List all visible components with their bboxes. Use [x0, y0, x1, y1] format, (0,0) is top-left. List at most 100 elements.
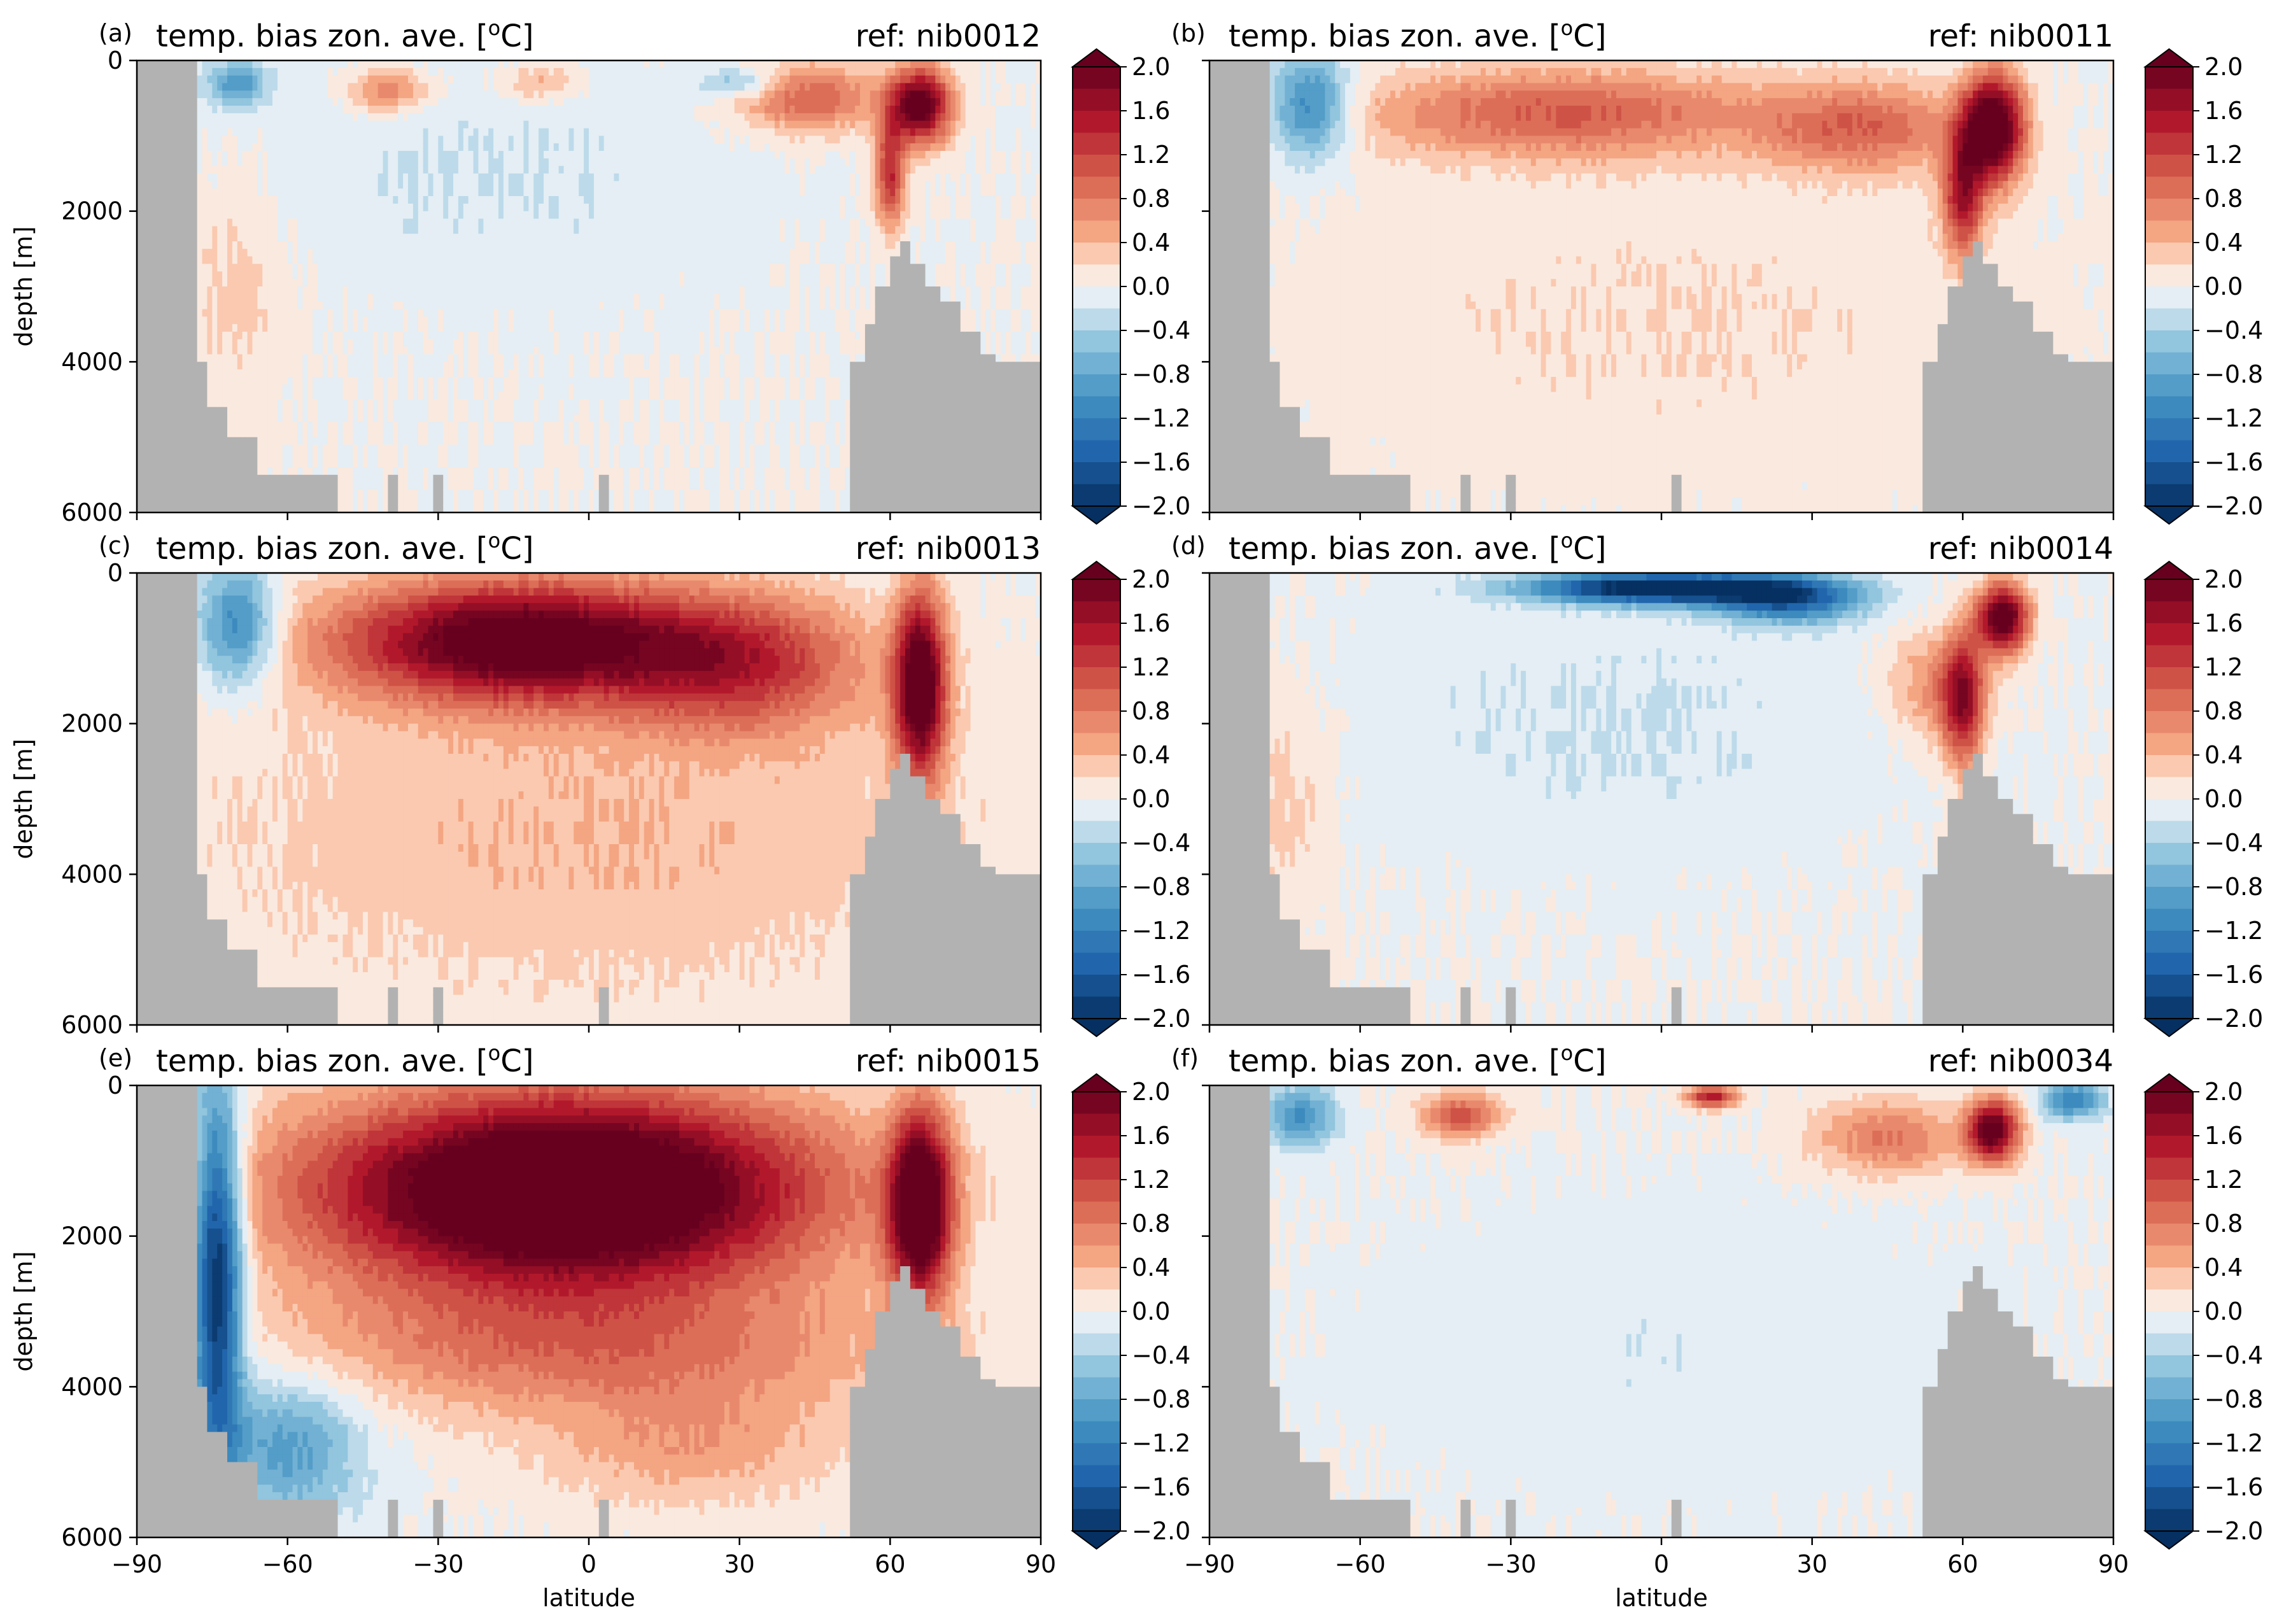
heatmap-cell	[172, 136, 177, 143]
heatmap-cell	[272, 196, 278, 204]
heatmap-cell	[172, 452, 177, 460]
heatmap-cell	[187, 392, 192, 400]
heatmap-cell	[207, 369, 212, 377]
heatmap-cell	[177, 355, 182, 362]
heatmap-cell	[157, 392, 162, 400]
heatmap-cell	[278, 324, 283, 332]
heatmap-cell	[137, 430, 142, 437]
heatmap-cell	[212, 347, 217, 355]
heatmap-cell	[172, 467, 177, 475]
heatmap-cell	[237, 309, 243, 317]
heatmap-cell	[232, 166, 237, 174]
heatmap-cell	[212, 452, 217, 460]
heatmap-cell	[187, 257, 192, 264]
heatmap-cell	[137, 407, 142, 414]
heatmap-cell	[187, 430, 192, 437]
heatmap-cell	[207, 475, 212, 483]
heatmap-cell	[142, 226, 147, 234]
heatmap-cell	[177, 324, 182, 332]
heatmap-cell	[257, 60, 262, 68]
heatmap-cell	[232, 460, 237, 467]
heatmap-cell	[182, 422, 187, 430]
heatmap-cell	[267, 400, 272, 407]
heatmap-cell	[157, 196, 162, 204]
heatmap-cell	[162, 68, 167, 76]
heatmap-cell	[227, 460, 232, 467]
heatmap-cell	[232, 332, 237, 339]
heatmap-cell	[262, 264, 267, 272]
heatmap-cell	[157, 271, 162, 279]
heatmap-cell	[257, 196, 262, 204]
heatmap-cell	[237, 475, 243, 483]
heatmap-cell	[222, 279, 227, 286]
heatmap-cell	[147, 106, 152, 113]
heatmap-cell	[147, 136, 152, 143]
heatmap-cell	[182, 445, 187, 453]
heatmap-cell	[202, 483, 208, 490]
heatmap-cell	[172, 219, 177, 227]
heatmap-cell	[177, 362, 182, 369]
heatmap-cell	[272, 271, 278, 279]
heatmap-cell	[262, 422, 267, 430]
heatmap-cell	[237, 452, 243, 460]
heatmap-cell	[172, 98, 177, 106]
heatmap-cell	[243, 211, 248, 219]
heatmap-cell	[177, 437, 182, 445]
heatmap-cell	[172, 106, 177, 113]
heatmap-cell	[237, 467, 243, 475]
heatmap-cell	[262, 385, 267, 392]
heatmap-cell	[212, 445, 217, 453]
heatmap-cell	[227, 136, 232, 143]
heatmap-cell	[167, 196, 172, 204]
heatmap-cell	[257, 106, 262, 113]
heatmap-cell	[267, 181, 272, 188]
heatmap-cell	[257, 279, 262, 286]
heatmap-cell	[267, 505, 272, 512]
heatmap-cell	[187, 219, 192, 227]
heatmap-cell	[202, 339, 208, 347]
heatmap-cell	[152, 83, 157, 91]
heatmap-cell	[162, 332, 167, 339]
heatmap-cell	[202, 249, 208, 257]
heatmap-cell	[267, 83, 272, 91]
heatmap-cell	[227, 226, 232, 234]
heatmap-cell	[272, 257, 278, 264]
heatmap-cell	[177, 204, 182, 211]
heatmap-cell	[272, 407, 278, 414]
heatmap-cell	[192, 302, 197, 309]
heatmap-cell	[197, 211, 202, 219]
heatmap-cell	[217, 407, 222, 414]
heatmap-cell	[243, 339, 248, 347]
heatmap-cell	[162, 211, 167, 219]
heatmap-cell	[243, 302, 248, 309]
heatmap-cell	[142, 196, 147, 204]
heatmap-cell	[197, 174, 202, 181]
heatmap-cell	[232, 286, 237, 294]
heatmap-cell	[197, 257, 202, 264]
heatmap-cell	[232, 475, 237, 483]
heatmap-cell	[137, 497, 142, 505]
heatmap-cell	[187, 264, 192, 272]
heatmap-cell	[272, 452, 278, 460]
heatmap-cell	[237, 159, 243, 166]
heatmap-cell	[278, 362, 283, 369]
heatmap-cell	[252, 302, 257, 309]
heatmap-cell	[192, 83, 197, 91]
heatmap-cell	[157, 219, 162, 227]
heatmap-cell	[167, 316, 172, 324]
heatmap-cell	[267, 324, 272, 332]
heatmap-cell	[283, 106, 288, 113]
heatmap-cell	[272, 286, 278, 294]
heatmap-cell	[172, 196, 177, 204]
heatmap-cell	[202, 316, 208, 324]
heatmap-cell	[248, 226, 253, 234]
heatmap-cell	[248, 68, 253, 76]
heatmap-cell	[237, 339, 243, 347]
heatmap-cell	[182, 279, 187, 286]
heatmap-cell	[222, 76, 227, 83]
heatmap-cell	[202, 188, 208, 196]
heatmap-cell	[152, 257, 157, 264]
heatmap-cell	[227, 159, 232, 166]
heatmap-cell	[197, 196, 202, 204]
heatmap-cell	[252, 196, 257, 204]
